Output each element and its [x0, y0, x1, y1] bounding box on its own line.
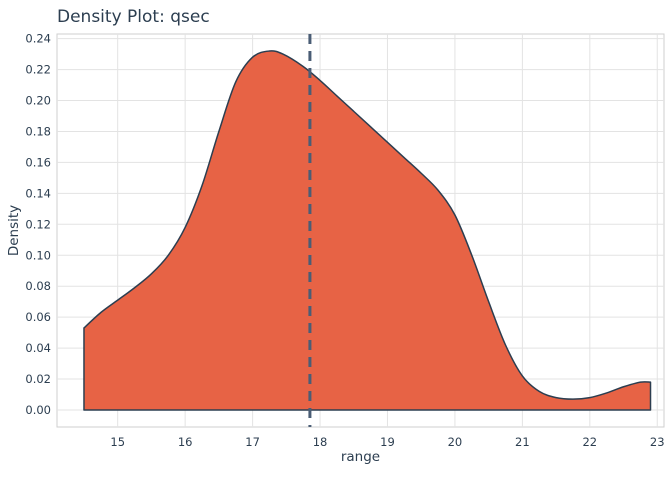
x-tick-label: 18: [313, 435, 328, 449]
x-tick-label: 23: [650, 435, 665, 449]
x-axis-ticks: 15 16 17 18 19 20 21 22 23: [110, 435, 664, 449]
y-tick-label: 0.02: [25, 372, 51, 386]
density-area-layer: [83, 50, 652, 411]
y-axis-ticks: 0.00 0.02 0.04 0.06 0.08 0.10 0.12 0.14 0.16 0.18…: [25, 32, 51, 417]
y-tick-label: 0.00: [25, 403, 51, 417]
y-tick-label: 0.16: [25, 155, 51, 169]
x-tick-label: 15: [110, 435, 125, 449]
y-tick-label: 0.10: [25, 248, 51, 262]
x-tick-label: 20: [448, 435, 463, 449]
panel-border: [56, 33, 665, 428]
x-tick-label: 17: [245, 435, 260, 449]
y-tick-label: 0.08: [25, 279, 51, 293]
y-tick-label: 0.06: [25, 310, 51, 324]
y-tick-label: 0.04: [25, 341, 51, 355]
chart-title: Density Plot: qsec: [57, 7, 210, 27]
y-tick-label: 0.24: [25, 32, 51, 46]
density-area: [83, 50, 652, 411]
y-tick-label: 0.20: [25, 94, 51, 108]
x-tick-label: 21: [515, 435, 530, 449]
x-tick-label: 22: [582, 435, 597, 449]
x-axis-label: range: [341, 449, 380, 465]
x-tick-label: 16: [178, 435, 193, 449]
y-tick-label: 0.14: [25, 186, 51, 200]
plot-panel: [56, 33, 665, 428]
y-tick-label: 0.12: [25, 217, 51, 231]
x-tick-label: 19: [380, 435, 395, 449]
y-tick-label: 0.18: [25, 124, 51, 138]
y-axis-label: Density: [6, 205, 22, 256]
y-tick-label: 0.22: [25, 63, 51, 77]
